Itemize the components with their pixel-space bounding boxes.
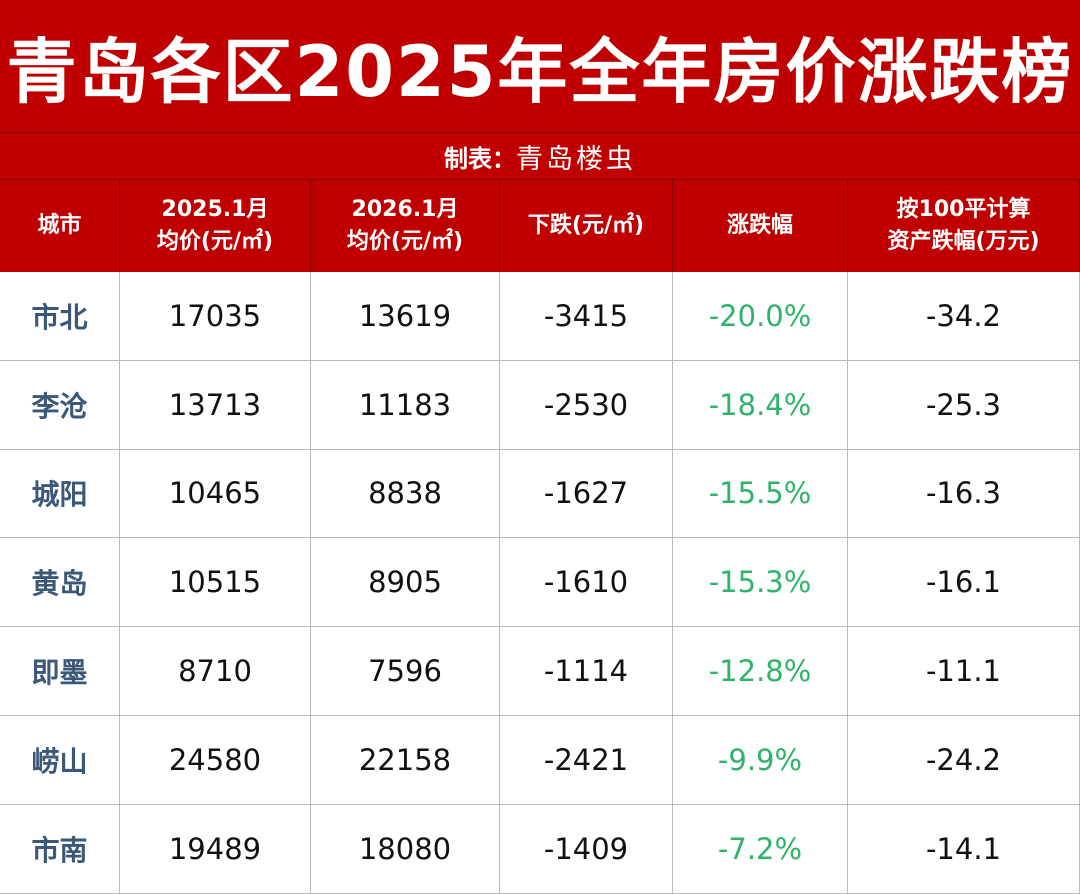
table-cell: 8710 — [120, 627, 311, 716]
title: 青岛各区2025年全年房价涨跌榜 — [0, 0, 1080, 133]
table-cell: 10465 — [120, 449, 311, 539]
table-cell: -7.2% — [673, 804, 848, 894]
table-cell: 22158 — [311, 715, 500, 805]
row-header: 李沧 — [0, 360, 120, 450]
row-header: 市南 — [0, 804, 120, 894]
table-cell: -15.5% — [673, 449, 848, 539]
table-cell: -20.0% — [673, 272, 848, 361]
table-cell: -18.4% — [673, 360, 848, 450]
table-cell: 8905 — [311, 538, 500, 628]
row-header: 黄岛 — [0, 538, 120, 628]
table-cell: -11.1 — [848, 627, 1080, 716]
table-cell: -1114 — [500, 627, 673, 716]
table-cell: -1409 — [500, 804, 673, 894]
column-header: 2026.1月 均价(元/㎡) — [311, 180, 500, 272]
table-cell: -25.3 — [848, 360, 1080, 450]
column-header: 涨跌幅 — [673, 180, 848, 272]
table-cell: -14.1 — [848, 804, 1080, 894]
table: 城市 2025.1月 均价(元/㎡) 2026.1月 均价(元/㎡) 下跌(元/㎡) 涨… — [0, 180, 1080, 894]
row-header: 市北 — [0, 272, 120, 361]
table-cell: -9.9% — [673, 715, 848, 805]
table-cell: -1610 — [500, 538, 673, 628]
table-cell: -15.3% — [673, 538, 848, 628]
table-cell: 19489 — [120, 804, 311, 894]
row-header: 城阳 — [0, 449, 120, 539]
column-header: 按100平计算 资产跌幅(万元) — [848, 180, 1080, 272]
table-cell: -2421 — [500, 715, 673, 805]
column-header: 下跌(元/㎡) — [500, 180, 673, 272]
table-cell: 24580 — [120, 715, 311, 805]
table-cell: -24.2 — [848, 715, 1080, 805]
table-cell: -3415 — [500, 272, 673, 361]
table-cell: 13619 — [311, 272, 500, 361]
table-cell: 17035 — [120, 272, 311, 361]
table-cell: 18080 — [311, 804, 500, 894]
table-cell: 13713 — [120, 360, 311, 450]
table-cell: -34.2 — [848, 272, 1080, 361]
table-cell: -12.8% — [673, 627, 848, 716]
row-header: 即墨 — [0, 627, 120, 716]
credit-label: 制表： — [444, 144, 516, 173]
column-header: 城市 — [0, 180, 120, 272]
table-cell: 11183 — [311, 360, 500, 450]
credit: 制表： 青岛楼虫 — [0, 133, 1080, 180]
table-cell: -16.3 — [848, 449, 1080, 539]
credit-author: 青岛楼虫 — [516, 143, 636, 175]
table-cell: 7596 — [311, 627, 500, 716]
table-cell: 10515 — [120, 538, 311, 628]
row-header: 崂山 — [0, 715, 120, 805]
table-cell: -16.1 — [848, 538, 1080, 628]
column-header: 2025.1月 均价(元/㎡) — [120, 180, 311, 272]
table-cell: 8838 — [311, 449, 500, 539]
table-cell: -1627 — [500, 449, 673, 539]
table-cell: -2530 — [500, 360, 673, 450]
